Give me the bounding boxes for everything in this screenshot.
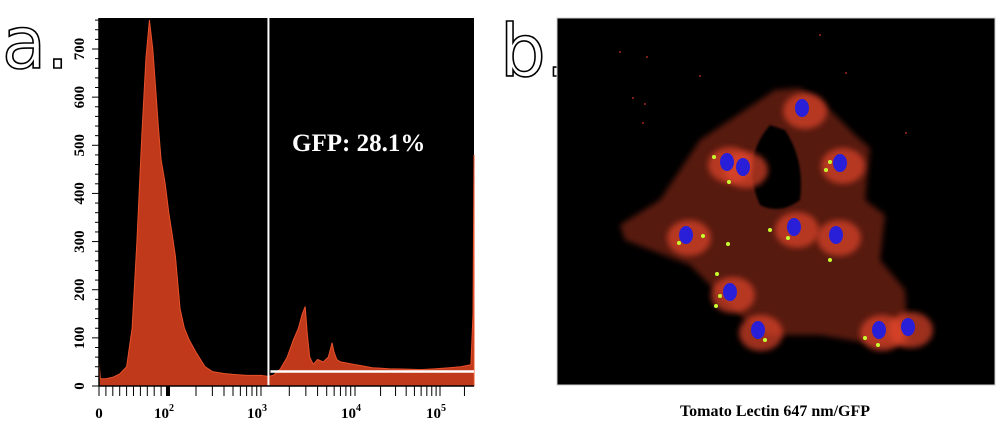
gfp-spot: [863, 336, 867, 340]
gfp-spot: [763, 338, 767, 342]
debris-dot: [644, 103, 646, 105]
gfp-spot: [715, 272, 719, 276]
nucleus: [872, 321, 886, 339]
debris-dot: [819, 34, 821, 36]
gfp-spot: [677, 241, 681, 245]
y-tick-label: 100: [72, 327, 88, 350]
gate-layer: [267, 18, 474, 386]
gfp-spot: [828, 160, 832, 164]
cells-layer: [619, 34, 933, 351]
panel-label-a: a.: [2, 1, 69, 85]
y-tick-label: 0: [72, 382, 88, 390]
nucleus: [751, 321, 765, 339]
y-tick-label: 400: [72, 182, 88, 205]
y-tick-label: 700: [72, 38, 88, 61]
debris-dot: [646, 56, 648, 58]
x-tick-label: 105: [426, 403, 446, 422]
debris-dot: [845, 72, 847, 74]
nucleus: [829, 226, 843, 244]
debris-dot: [619, 51, 621, 53]
gfp-spot: [824, 168, 828, 172]
debris-dot: [642, 122, 644, 124]
gfp-spot: [714, 304, 718, 308]
x-tick-label: 102: [154, 403, 174, 422]
y-tick-label: 600: [72, 86, 88, 109]
nucleus: [679, 226, 693, 244]
y-tick-label: 300: [72, 230, 88, 253]
gfp-spot: [828, 258, 832, 262]
y-tick-label: 200: [72, 278, 88, 301]
gfp-spot: [768, 228, 772, 232]
nucleus: [720, 153, 734, 171]
debris-dot: [632, 97, 634, 99]
x-tick-label: 103: [247, 403, 267, 422]
y-tick-label: 500: [72, 134, 88, 157]
nucleus: [787, 218, 801, 236]
gfp-spot: [718, 294, 722, 298]
nucleus: [833, 154, 847, 172]
microscopy-image: [556, 17, 996, 386]
gfp-spot: [727, 180, 731, 184]
gfp-spot: [701, 234, 705, 238]
histogram-layer: [98, 20, 475, 387]
gate-annotation: GFP: 28.1%: [292, 130, 425, 157]
gfp-spot: [876, 343, 880, 347]
x-tick-label: 104: [341, 403, 361, 422]
gfp-spot: [786, 236, 790, 240]
image-caption: Tomato Lectin 647 nm/GFP: [680, 403, 870, 420]
x-tick-label: 0: [95, 406, 103, 422]
flow-histogram: GFP: 28.1% 0 100 200 300 400 500 600 700 0 102 103…: [72, 18, 475, 422]
gfp-spot: [712, 155, 716, 159]
gfp-spot: [726, 242, 730, 246]
axes: 0 100 200 300 400 500 600 700 0 102 103 104 105: [72, 18, 474, 422]
nucleus: [736, 158, 750, 176]
debris-dot: [699, 75, 701, 77]
gap: [752, 125, 801, 209]
histogram-area: [98, 20, 475, 387]
nucleus: [901, 318, 915, 336]
debris-dot: [905, 132, 907, 134]
nucleus: [723, 283, 737, 301]
nucleus: [795, 99, 809, 117]
